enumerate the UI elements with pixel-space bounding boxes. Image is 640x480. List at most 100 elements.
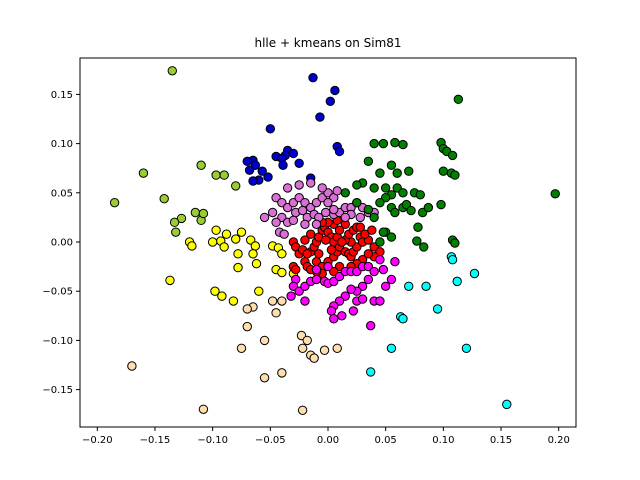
data-point: [346, 284, 356, 294]
data-point: [187, 241, 197, 251]
data-point: [392, 168, 402, 178]
chart-title: hlle + kmeans on Sim81: [254, 36, 401, 50]
data-point: [231, 234, 241, 244]
x-tick-label: 0.05: [375, 435, 397, 446]
data-point: [211, 225, 221, 235]
data-point: [320, 207, 331, 218]
data-point: [447, 255, 458, 265]
data-point: [365, 367, 376, 377]
data-point: [300, 235, 310, 245]
data-point: [380, 281, 391, 291]
data-point: [415, 190, 425, 200]
data-point: [369, 183, 379, 193]
data-point: [348, 306, 359, 316]
data-point: [242, 321, 252, 332]
y-tick-label: 0.05: [51, 188, 73, 199]
data-point: [267, 207, 278, 218]
data-point: [453, 94, 464, 105]
data-point: [159, 194, 169, 204]
data-point: [300, 296, 310, 306]
data-point: [337, 311, 347, 321]
data-point: [421, 281, 431, 291]
data-point: [380, 183, 391, 193]
data-point: [306, 229, 316, 239]
data-point: [355, 212, 365, 223]
data-point: [326, 245, 337, 255]
x-tick-label: −0.10: [197, 435, 228, 446]
data-point: [279, 229, 289, 239]
data-point: [369, 212, 379, 223]
data-point: [277, 267, 287, 278]
y-tick-label: −0.10: [42, 336, 73, 347]
data-point: [365, 320, 376, 331]
data-point: [242, 304, 252, 314]
data-point: [311, 219, 322, 230]
data-point: [317, 183, 327, 193]
data-point: [288, 215, 299, 226]
data-point: [367, 225, 377, 235]
data-point: [323, 261, 333, 272]
data-point: [386, 274, 397, 285]
data-point: [314, 249, 324, 259]
data-point: [352, 197, 362, 208]
x-tick-label: −0.15: [140, 435, 171, 446]
data-point: [386, 232, 397, 242]
data-point: [406, 205, 416, 216]
data-point: [233, 262, 243, 273]
data-point: [398, 139, 408, 150]
data-point: [355, 222, 365, 232]
data-point: [390, 256, 400, 267]
data-point: [363, 204, 374, 215]
x-tick-label: −0.05: [255, 435, 286, 446]
x-tick-label: 0.15: [490, 435, 512, 446]
data-point: [450, 238, 460, 248]
data-point: [398, 314, 408, 324]
data-point: [452, 276, 462, 287]
data-point: [357, 294, 368, 304]
data-point: [378, 227, 389, 237]
data-point: [267, 296, 278, 306]
data-point: [176, 213, 187, 224]
data-point: [248, 176, 258, 186]
data-point: [198, 404, 209, 414]
data-point: [329, 314, 339, 324]
data-point: [469, 268, 480, 279]
data-point: [308, 72, 318, 83]
data-point: [438, 166, 449, 176]
x-axis: −0.20 −0.15 −0.10 −0.05 0.00 0.05 0.10 0.15 0.20: [82, 427, 570, 446]
data-point: [447, 150, 458, 161]
data-point: [196, 160, 206, 170]
data-point: [340, 212, 350, 223]
data-point: [315, 112, 325, 122]
data-point: [259, 335, 270, 346]
data-point: [419, 242, 429, 252]
data-point: [297, 405, 308, 415]
data-point: [207, 237, 218, 247]
data-point: [263, 172, 273, 182]
data-point: [190, 207, 201, 218]
data-point: [330, 85, 340, 96]
data-point: [550, 189, 560, 199]
data-point: [413, 222, 423, 232]
data-point: [259, 373, 270, 383]
data-point: [219, 170, 229, 180]
data-point: [334, 146, 345, 157]
plot-frame: [79, 57, 577, 428]
data-point: [386, 160, 397, 170]
data-point: [286, 291, 296, 301]
x-tick-label: −0.20: [82, 435, 113, 446]
x-tick-label: 0.00: [317, 435, 339, 446]
y-tick-label: −0.15: [42, 385, 73, 396]
data-point: [302, 249, 312, 259]
data-point: [221, 229, 232, 239]
data-point: [332, 343, 342, 353]
data-point: [171, 227, 181, 237]
data-point: [282, 183, 293, 193]
y-tick-label: 0.15: [51, 90, 73, 101]
data-point: [244, 165, 255, 175]
data-point: [412, 236, 422, 246]
data-point: [363, 274, 374, 285]
data-point: [211, 170, 221, 180]
data-point: [323, 197, 333, 208]
